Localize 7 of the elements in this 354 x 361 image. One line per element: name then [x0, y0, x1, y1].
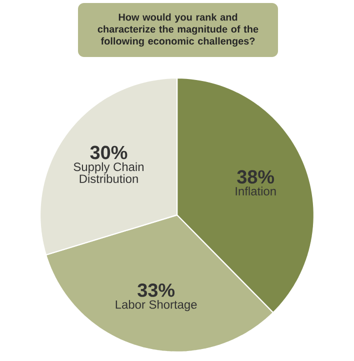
slice-label: Labor Shortage	[116, 300, 197, 312]
chart-title: How would you rank and characterize the magnitude of the following economic challenges?	[98, 13, 258, 47]
slice-label: Inflation	[236, 186, 276, 196]
data-label: 30%	[90, 146, 128, 160]
slice-label: Supply Chain Distribution	[74, 162, 144, 184]
data-label: 33%	[138, 283, 175, 297]
data-label: 38%	[237, 170, 274, 184]
